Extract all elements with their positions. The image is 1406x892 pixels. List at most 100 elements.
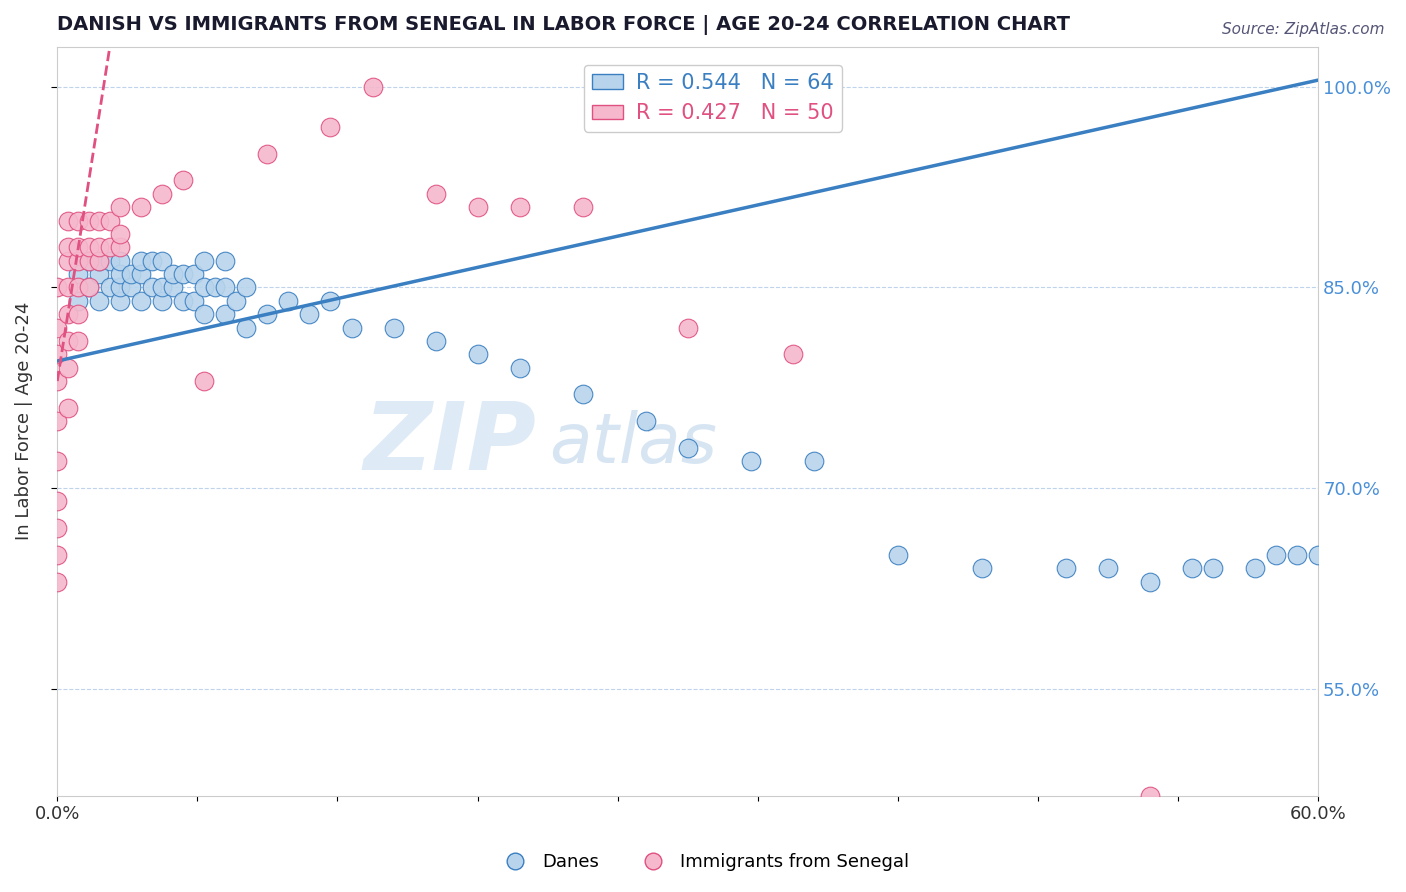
Point: [382, 320, 405, 334]
Point: [1139, 789, 1161, 803]
Point: [89, 253, 111, 268]
Point: [1139, 574, 1161, 589]
Text: ZIP: ZIP: [364, 398, 537, 490]
Point: [467, 200, 489, 214]
Point: [361, 79, 384, 94]
Point: [509, 360, 531, 375]
Point: [56, 253, 79, 268]
Point: [77, 253, 100, 268]
Point: [214, 307, 236, 321]
Point: [77, 253, 100, 268]
Text: DANISH VS IMMIGRANTS FROM SENEGAL IN LABOR FORCE | AGE 20-24 CORRELATION CHART: DANISH VS IMMIGRANTS FROM SENEGAL IN LAB…: [58, 15, 1070, 35]
Point: [803, 454, 825, 468]
Point: [110, 293, 132, 308]
Point: [46, 548, 69, 562]
Point: [676, 320, 699, 334]
Point: [1202, 561, 1225, 575]
Point: [67, 280, 90, 294]
Point: [141, 253, 163, 268]
Point: [89, 253, 111, 268]
Point: [214, 280, 236, 294]
Point: [235, 320, 257, 334]
Point: [193, 280, 215, 294]
Point: [77, 280, 100, 294]
Point: [56, 240, 79, 254]
Point: [46, 521, 69, 535]
Point: [46, 320, 69, 334]
Point: [77, 280, 100, 294]
Point: [131, 200, 153, 214]
Point: [56, 280, 79, 294]
Point: [1181, 561, 1204, 575]
Point: [340, 320, 363, 334]
Point: [89, 213, 111, 227]
Point: [150, 293, 173, 308]
Point: [67, 334, 90, 348]
Point: [183, 293, 205, 308]
Point: [98, 280, 121, 294]
Point: [298, 307, 321, 321]
Point: [46, 574, 69, 589]
Legend: R = 0.544   N = 64, R = 0.427   N = 50: R = 0.544 N = 64, R = 0.427 N = 50: [583, 64, 842, 132]
Point: [46, 454, 69, 468]
Point: [46, 414, 69, 428]
Point: [150, 186, 173, 201]
Point: [77, 240, 100, 254]
Point: [46, 494, 69, 508]
Point: [150, 253, 173, 268]
Point: [67, 267, 90, 281]
Point: [172, 293, 194, 308]
Point: [256, 307, 278, 321]
Point: [634, 414, 657, 428]
Point: [131, 253, 153, 268]
Y-axis label: In Labor Force | Age 20-24: In Labor Force | Age 20-24: [15, 302, 32, 541]
Point: [56, 307, 79, 321]
Point: [571, 200, 593, 214]
Point: [1097, 561, 1119, 575]
Point: [162, 280, 184, 294]
Point: [425, 186, 447, 201]
Text: Source: ZipAtlas.com: Source: ZipAtlas.com: [1222, 22, 1385, 37]
Point: [193, 307, 215, 321]
Point: [89, 240, 111, 254]
Point: [162, 267, 184, 281]
Point: [56, 360, 79, 375]
Point: [172, 173, 194, 187]
Text: atlas: atlas: [548, 410, 717, 477]
Point: [782, 347, 804, 361]
Point: [740, 454, 762, 468]
Point: [46, 347, 69, 361]
Point: [887, 548, 910, 562]
Point: [89, 293, 111, 308]
Point: [131, 293, 153, 308]
Point: [1054, 561, 1077, 575]
Point: [319, 120, 342, 134]
Point: [235, 280, 257, 294]
Point: [110, 227, 132, 241]
Legend: Danes, Immigrants from Senegal: Danes, Immigrants from Senegal: [489, 847, 917, 879]
Point: [319, 293, 342, 308]
Point: [183, 267, 205, 281]
Point: [141, 280, 163, 294]
Point: [110, 253, 132, 268]
Point: [98, 253, 121, 268]
Point: [1265, 548, 1288, 562]
Point: [571, 387, 593, 401]
Point: [98, 240, 121, 254]
Point: [46, 280, 69, 294]
Point: [193, 374, 215, 388]
Point: [467, 347, 489, 361]
Point: [56, 213, 79, 227]
Point: [214, 253, 236, 268]
Point: [277, 293, 299, 308]
Point: [256, 146, 278, 161]
Point: [67, 240, 90, 254]
Point: [110, 240, 132, 254]
Point: [204, 280, 226, 294]
Point: [131, 267, 153, 281]
Point: [1244, 561, 1267, 575]
Point: [110, 280, 132, 294]
Point: [56, 401, 79, 415]
Point: [46, 374, 69, 388]
Point: [120, 267, 142, 281]
